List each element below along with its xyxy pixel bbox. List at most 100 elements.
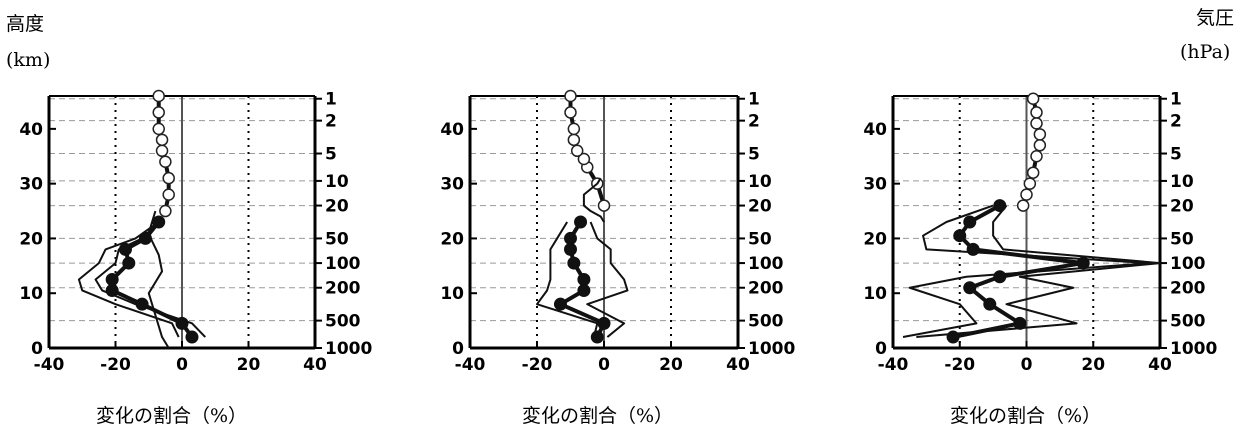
data-point	[577, 273, 591, 287]
x-tick-label: 40	[303, 355, 327, 375]
data-point	[574, 215, 588, 229]
data-point	[597, 199, 611, 212]
pressure-tick-label: 500	[1170, 312, 1206, 332]
data-point	[162, 188, 175, 201]
pressure-tick-label: 500	[748, 312, 784, 332]
series-line	[94, 221, 206, 338]
data-point	[577, 152, 591, 166]
pressure-tick-label: 200	[748, 279, 784, 299]
pressure-tick-label: 1000	[1170, 339, 1217, 359]
data-point	[162, 171, 175, 185]
y-tick-label: 30	[863, 175, 887, 195]
data-point	[185, 330, 199, 344]
x-tick-label: 0	[1021, 355, 1033, 375]
series-line	[536, 221, 599, 338]
data-point	[1030, 106, 1043, 119]
data-point	[953, 229, 967, 243]
data-point	[155, 133, 169, 147]
pressure-tick-label: 1000	[748, 339, 795, 359]
pressure-tick-label: 10	[748, 172, 772, 192]
series-line	[586, 221, 629, 338]
data-point	[1033, 128, 1047, 141]
data-point	[564, 106, 577, 119]
x-axis-title-2: 変化の割合（%）	[522, 405, 674, 427]
data-point	[966, 242, 980, 256]
series-line	[77, 221, 180, 338]
chart-panel-3: -40 -20 0 20 40 0 10 20 30 40 12 5 10 20 50 100 200 500 10…	[863, 90, 1217, 375]
series-line	[147, 210, 170, 349]
pressure-tick-label: 5	[325, 145, 337, 165]
pressure-tick-label: 1	[325, 90, 337, 110]
data-point	[159, 204, 172, 218]
pressure-tick-label: 500	[325, 312, 361, 332]
pressure-tick-label: 5	[748, 145, 760, 165]
data-point	[564, 242, 577, 256]
pressure-tick-label: 2	[1170, 112, 1182, 132]
data-point	[159, 155, 172, 168]
pressure-tick-label: 5	[1170, 145, 1182, 165]
x-tick-label: -20	[522, 355, 553, 375]
left-axis-unit: (km)	[6, 49, 51, 71]
x-tick-label: -40	[878, 355, 909, 375]
x-tick-label: 20	[1081, 355, 1105, 375]
x-tick-label: 40	[726, 355, 750, 375]
chart-panel-2: -40 -20 0 20 40 0 10 20 30 40 12 5 10 20 50 100 200 500 10…	[440, 90, 795, 375]
chart-panel-1: -40 -20 0 20 40 0 10 20 30 40 12 5 10 20 50 100 200 500 10…	[19, 90, 372, 375]
data-point	[963, 215, 977, 229]
data-point	[152, 106, 165, 119]
x-axis-title-3: 変化の割合（%）	[950, 405, 1102, 427]
data-point	[1016, 199, 1030, 212]
y-tick-label: 40	[440, 120, 464, 140]
data-point	[553, 297, 567, 311]
data-point	[1033, 139, 1047, 152]
y-tick-label: 30	[440, 175, 464, 195]
data-point	[963, 281, 977, 295]
x-tick-label: -40	[34, 355, 65, 375]
data-point	[1013, 316, 1027, 330]
pressure-tick-label: 10	[325, 172, 349, 192]
x-tick-label: -40	[455, 355, 486, 375]
right-axis-unit: (hPa)	[1180, 41, 1231, 63]
data-point	[567, 133, 581, 147]
x-tick-label: 0	[598, 355, 610, 375]
series-line	[902, 204, 1151, 339]
x-tick-label: -20	[944, 355, 975, 375]
data-point	[1026, 166, 1040, 179]
pressure-tick-label: 50	[1170, 229, 1194, 249]
data-point	[564, 231, 577, 245]
left-axis-title: 高度	[6, 13, 45, 35]
pressure-tick-label: 10	[1170, 172, 1194, 192]
pressure-tick-label: 2	[748, 112, 760, 132]
y-tick-label: 10	[863, 284, 887, 304]
pressure-tick-label: 200	[1170, 279, 1206, 299]
data-point	[1026, 92, 1040, 105]
y-tick-label: 10	[19, 284, 43, 304]
pressure-tick-label: 100	[1170, 254, 1206, 274]
y-tick-label: 20	[19, 229, 43, 249]
data-point	[577, 283, 591, 297]
series-line	[952, 203, 1086, 340]
x-tick-label: 20	[237, 355, 261, 375]
series-line	[916, 204, 1161, 339]
y-tick-label: 40	[863, 120, 887, 140]
y-tick-label: 20	[440, 229, 464, 249]
data-point	[983, 297, 997, 311]
data-point	[155, 144, 169, 158]
y-tick-label: 40	[19, 120, 43, 140]
pressure-tick-label: 1	[1170, 90, 1182, 110]
data-point	[590, 330, 604, 344]
data-point	[1030, 117, 1043, 130]
pressure-tick-label: 2	[325, 112, 337, 132]
right-axis-title: 気圧	[1196, 7, 1235, 29]
series-line	[582, 177, 605, 223]
pressure-tick-label: 100	[325, 254, 361, 274]
data-point	[564, 89, 577, 103]
x-axis-title-1: 変化の割合（%）	[96, 405, 248, 427]
pressure-tick-label: 1000	[325, 339, 372, 359]
y-tick-label: 30	[19, 175, 43, 195]
pressure-tick-label: 20	[748, 197, 772, 217]
data-point	[105, 273, 119, 287]
data-point	[597, 316, 611, 330]
pressure-tick-label: 20	[1170, 197, 1194, 217]
pressure-tick-label: 200	[325, 279, 361, 299]
